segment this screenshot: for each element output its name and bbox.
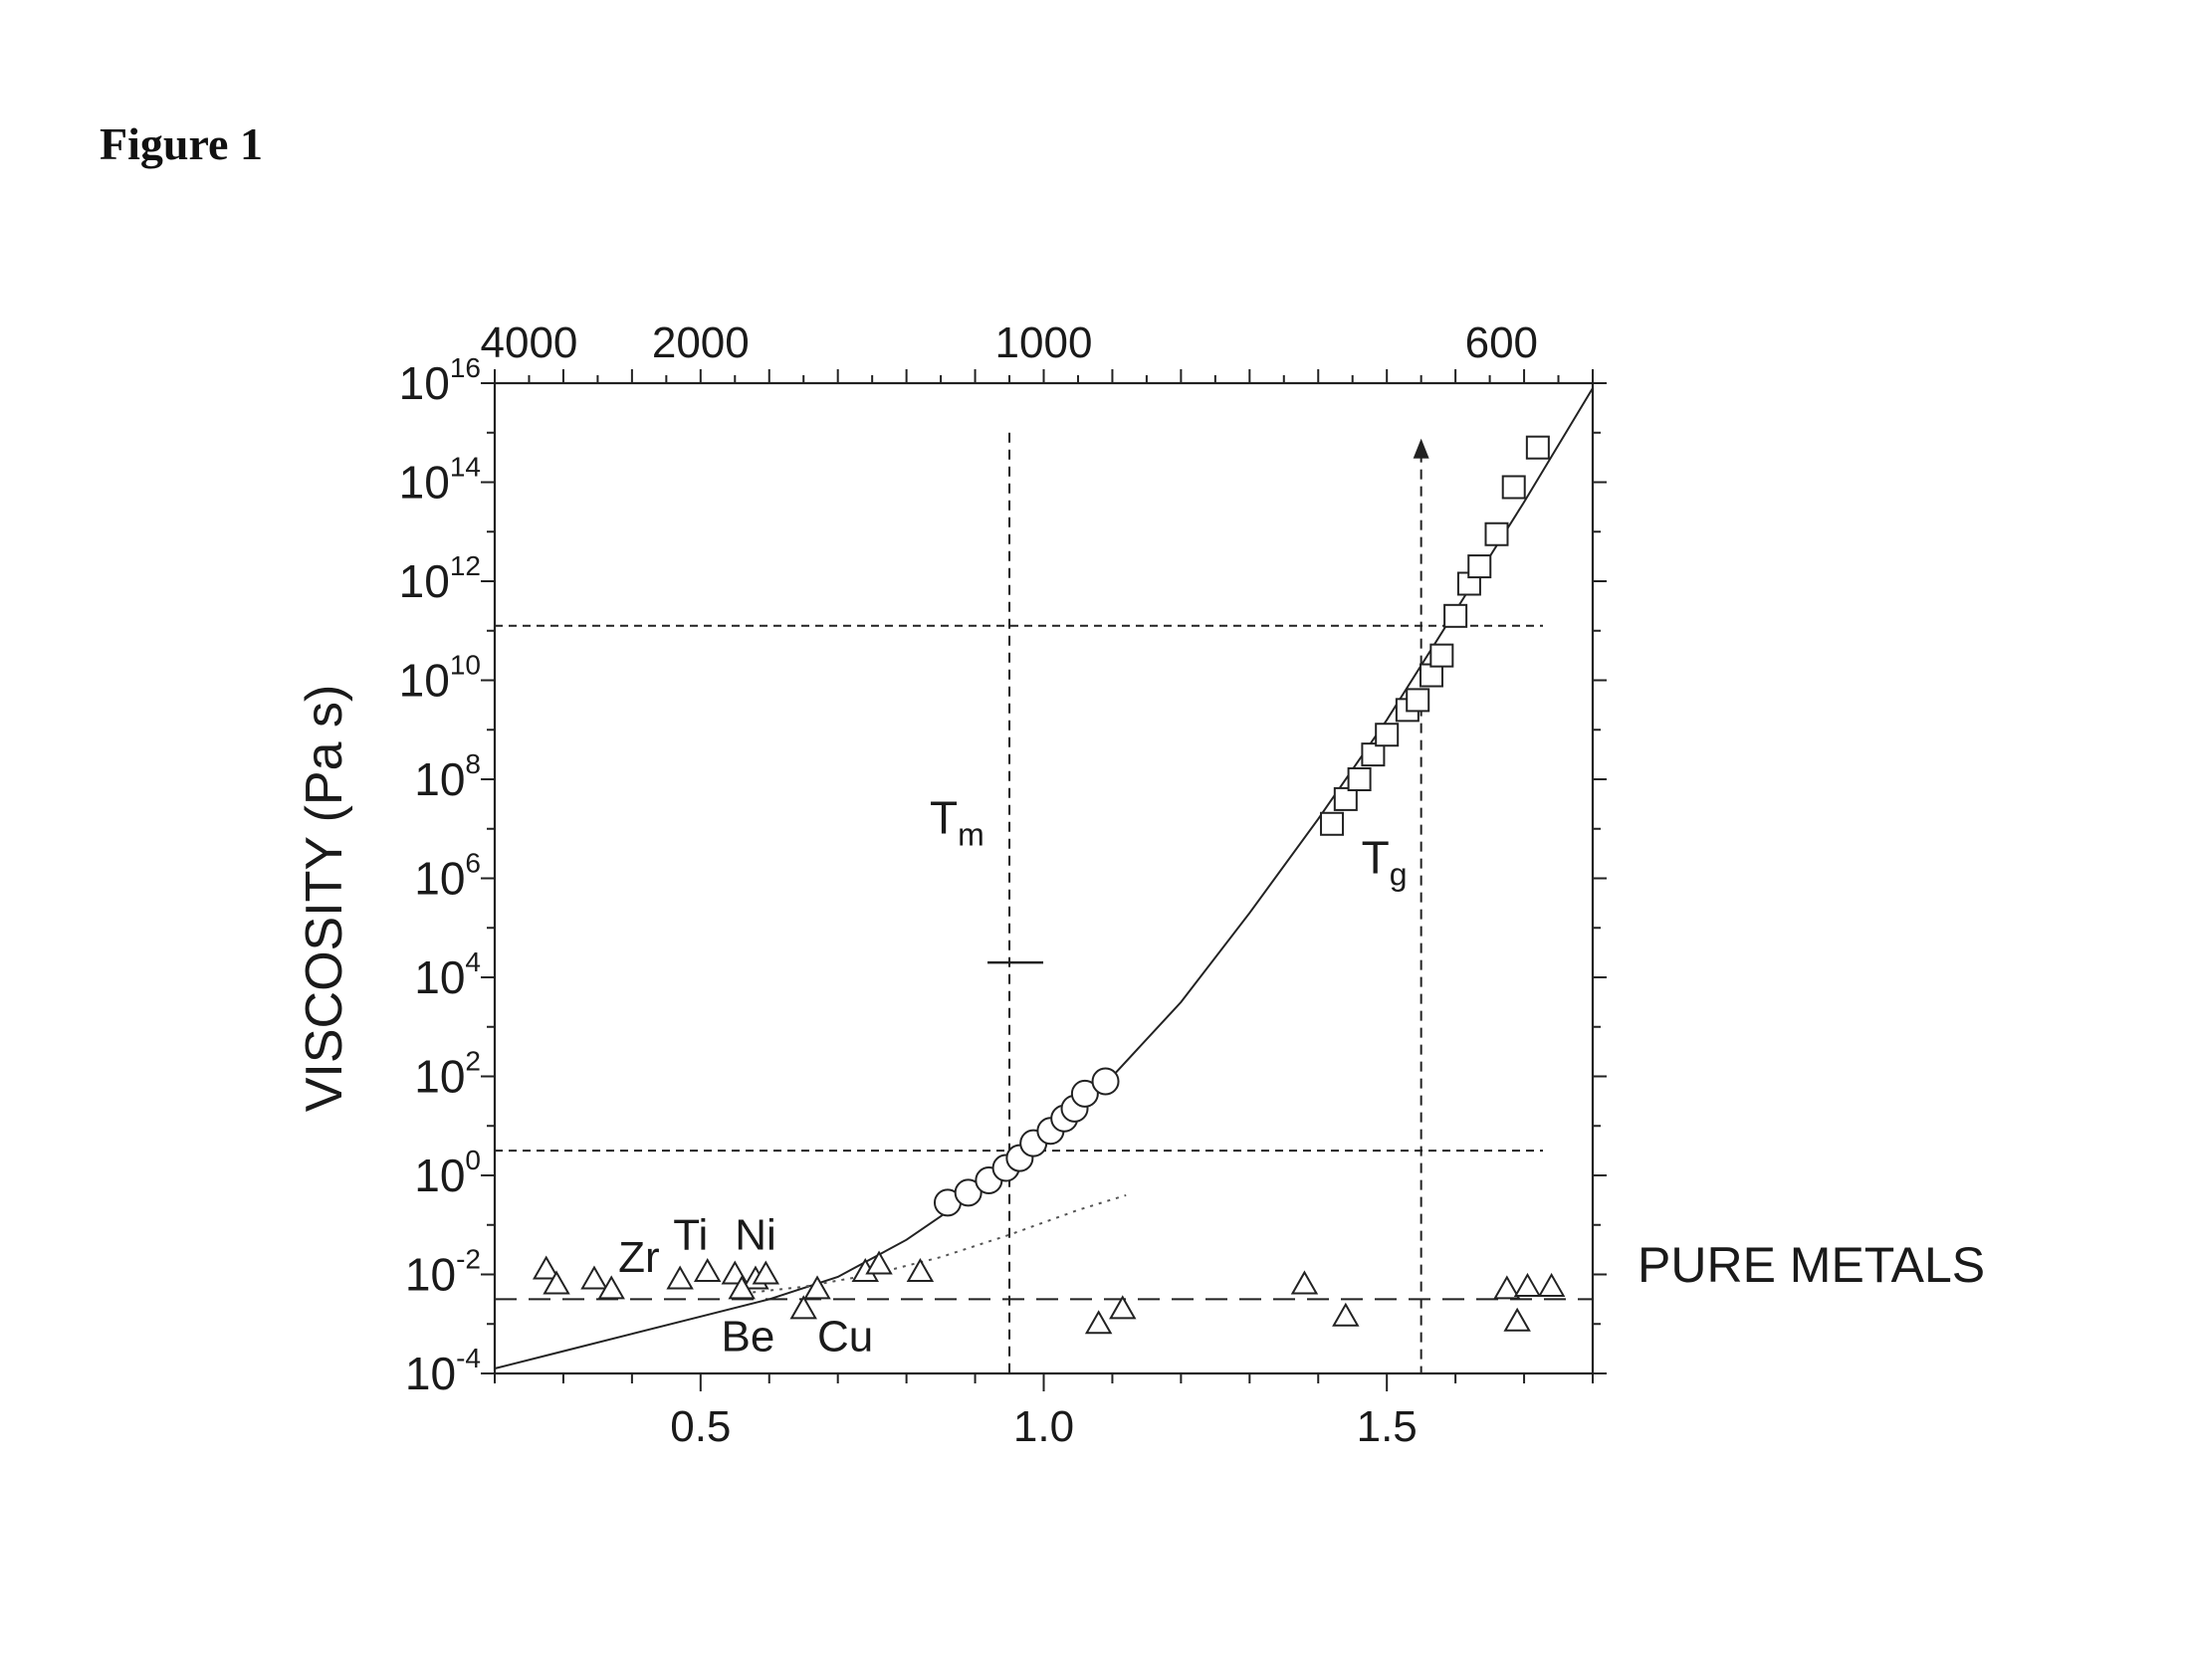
triangle-point	[582, 1267, 606, 1288]
x-tick-label: 1.0	[1013, 1402, 1074, 1451]
square-point	[1503, 476, 1525, 498]
fit-curves	[495, 388, 1593, 1368]
triangle-point	[1505, 1310, 1529, 1331]
square-point	[1349, 768, 1371, 790]
axis-labels: 0.5 1.0 1.5 4000 2000 1000 600 1016 1014 1012 1010…	[296, 318, 1985, 1451]
square-point	[1468, 555, 1490, 577]
square-point	[1527, 437, 1549, 459]
y-tick-label: 1014	[399, 452, 481, 509]
tm-label: Tm	[930, 792, 984, 853]
square-point	[1444, 605, 1466, 627]
y-tick-label: 100	[414, 1145, 481, 1201]
data-markers	[535, 437, 1564, 1334]
triangle-point	[1516, 1275, 1540, 1296]
y-tick-label: 104	[414, 946, 481, 1003]
fit-curve	[495, 388, 1593, 1368]
top-axis-label: 600	[1465, 318, 1538, 367]
triangle-point	[791, 1297, 815, 1318]
top-axis-label: 4000	[481, 318, 578, 367]
triangle-point	[696, 1260, 720, 1281]
plot-border	[495, 383, 1593, 1373]
triangle-point	[867, 1253, 891, 1274]
y-axis-title: VISCOSITY (Pa s)	[296, 685, 353, 1113]
x-tick-label: 0.5	[670, 1402, 731, 1451]
x-tick-label: 1.5	[1357, 1402, 1418, 1451]
plot-frame	[495, 383, 1593, 1373]
triangle-point	[1334, 1305, 1358, 1326]
square-point	[1376, 724, 1398, 745]
element-label-be: Be	[721, 1313, 774, 1362]
square-point	[1420, 665, 1442, 687]
element-label-cu: Cu	[817, 1313, 873, 1362]
triangle-point	[1111, 1297, 1135, 1318]
y-tick-label: 106	[414, 848, 481, 905]
triangle-point	[908, 1260, 932, 1281]
tg-arrow	[1414, 439, 1429, 459]
triangle-point	[668, 1267, 692, 1288]
y-tick-label: 10-2	[405, 1244, 481, 1301]
y-tick-label: 10-4	[405, 1343, 481, 1399]
triangle-point	[1087, 1312, 1111, 1333]
square-point	[1430, 645, 1452, 667]
circle-point	[1093, 1068, 1119, 1094]
square-point	[1321, 813, 1343, 835]
triangle-point	[1540, 1275, 1564, 1296]
y-tick-label: 102	[414, 1046, 481, 1103]
pure-metals-label: PURE METALS	[1638, 1237, 1985, 1293]
square-point	[1407, 689, 1428, 711]
top-axis-label: 2000	[652, 318, 750, 367]
element-label-ni: Ni	[735, 1211, 776, 1260]
y-tick-label: 1016	[399, 352, 481, 409]
triangle-point	[1292, 1272, 1316, 1293]
y-tick-label: 1012	[399, 550, 481, 607]
square-point	[1335, 788, 1357, 810]
tg-label: Tg	[1362, 832, 1408, 893]
square-point	[1485, 524, 1507, 545]
y-tick-label: 108	[414, 748, 481, 805]
y-tick-label: 1010	[399, 650, 481, 707]
top-axis-label: 1000	[995, 318, 1093, 367]
element-label-zr: Zr	[618, 1233, 660, 1282]
element-label-ti: Ti	[673, 1211, 708, 1260]
square-point	[1362, 743, 1384, 765]
